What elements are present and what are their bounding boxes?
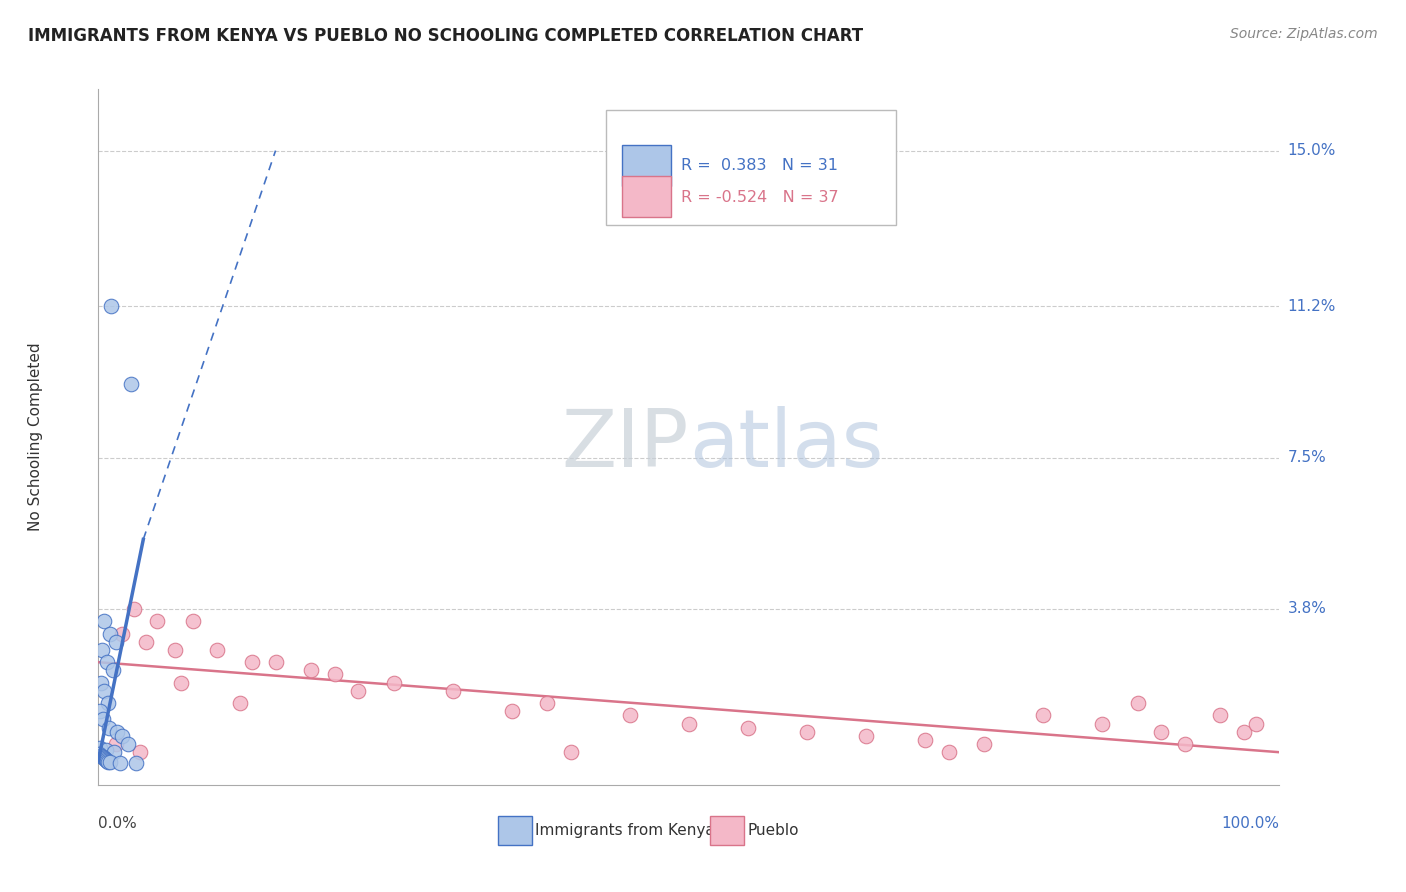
Point [93,683,115,698]
Point [796,724,818,739]
Point [1032,708,1054,723]
Text: 0.0%: 0.0% [98,815,138,830]
Text: Source: ZipAtlas.com: Source: ZipAtlas.com [1230,27,1378,41]
Point [90,749,112,764]
FancyBboxPatch shape [621,177,671,218]
Text: 7.5%: 7.5% [1288,450,1326,465]
Point [678,716,700,731]
Text: ZIP: ZIP [561,406,689,484]
Point [855,729,877,743]
Point [229,696,252,710]
Point [441,683,464,698]
Point [89,704,111,718]
Point [96,754,118,768]
Point [89,741,111,756]
Point [91,643,114,657]
Point [938,745,960,759]
Point [97,755,120,769]
Point [105,737,128,751]
Point [181,614,204,628]
Point [1150,724,1173,739]
Point [1091,716,1114,731]
Point [108,756,131,770]
Point [737,721,759,735]
Text: R =  0.383   N = 31: R = 0.383 N = 31 [681,158,838,173]
Point [299,664,322,678]
Text: 3.8%: 3.8% [1288,601,1327,616]
Text: R = -0.524   N = 37: R = -0.524 N = 37 [681,189,838,204]
Point [96,655,118,669]
Point [205,643,228,657]
Point [323,667,346,681]
Point [125,756,148,771]
Point [165,643,187,657]
Text: No Schooling Completed: No Schooling Completed [28,343,44,532]
Point [501,704,523,718]
Point [93,614,115,628]
Point [619,708,641,723]
Point [101,664,124,678]
Text: IMMIGRANTS FROM KENYA VS PUEBLO NO SCHOOLING COMPLETED CORRELATION CHART: IMMIGRANTS FROM KENYA VS PUEBLO NO SCHOO… [28,27,863,45]
Point [91,750,114,764]
Point [94,752,117,766]
Text: 11.2%: 11.2% [1288,299,1336,314]
FancyBboxPatch shape [498,816,531,846]
Point [87,747,110,762]
Point [94,743,117,757]
Point [1233,724,1256,739]
Point [98,626,121,640]
Point [1209,708,1232,723]
Point [100,299,122,313]
Point [111,729,134,743]
Point [560,745,582,759]
Text: atlas: atlas [689,406,883,484]
Point [117,737,139,751]
Point [122,602,145,616]
Point [98,721,121,735]
Point [121,376,143,391]
Point [973,737,995,751]
Point [146,614,169,628]
Point [91,713,114,727]
Point [914,733,936,747]
FancyBboxPatch shape [621,145,671,186]
Point [536,696,558,710]
Point [94,753,117,767]
Point [135,634,157,648]
Point [103,745,125,759]
Point [1126,696,1149,710]
Text: Pueblo: Pueblo [748,823,800,838]
Point [97,696,120,710]
Point [1244,716,1267,731]
Point [347,683,370,698]
Point [264,655,287,669]
Point [105,724,128,739]
Point [382,675,405,690]
Point [1174,737,1197,751]
Text: Immigrants from Kenya: Immigrants from Kenya [536,823,716,838]
FancyBboxPatch shape [606,110,896,225]
Point [128,745,150,759]
Text: 15.0%: 15.0% [1288,143,1336,158]
Point [111,626,134,640]
Point [98,756,121,770]
Text: 100.0%: 100.0% [1222,815,1279,830]
Point [93,751,115,765]
Point [105,634,128,648]
Point [170,675,193,690]
Point [240,655,263,669]
Point [90,675,112,690]
FancyBboxPatch shape [710,816,744,846]
